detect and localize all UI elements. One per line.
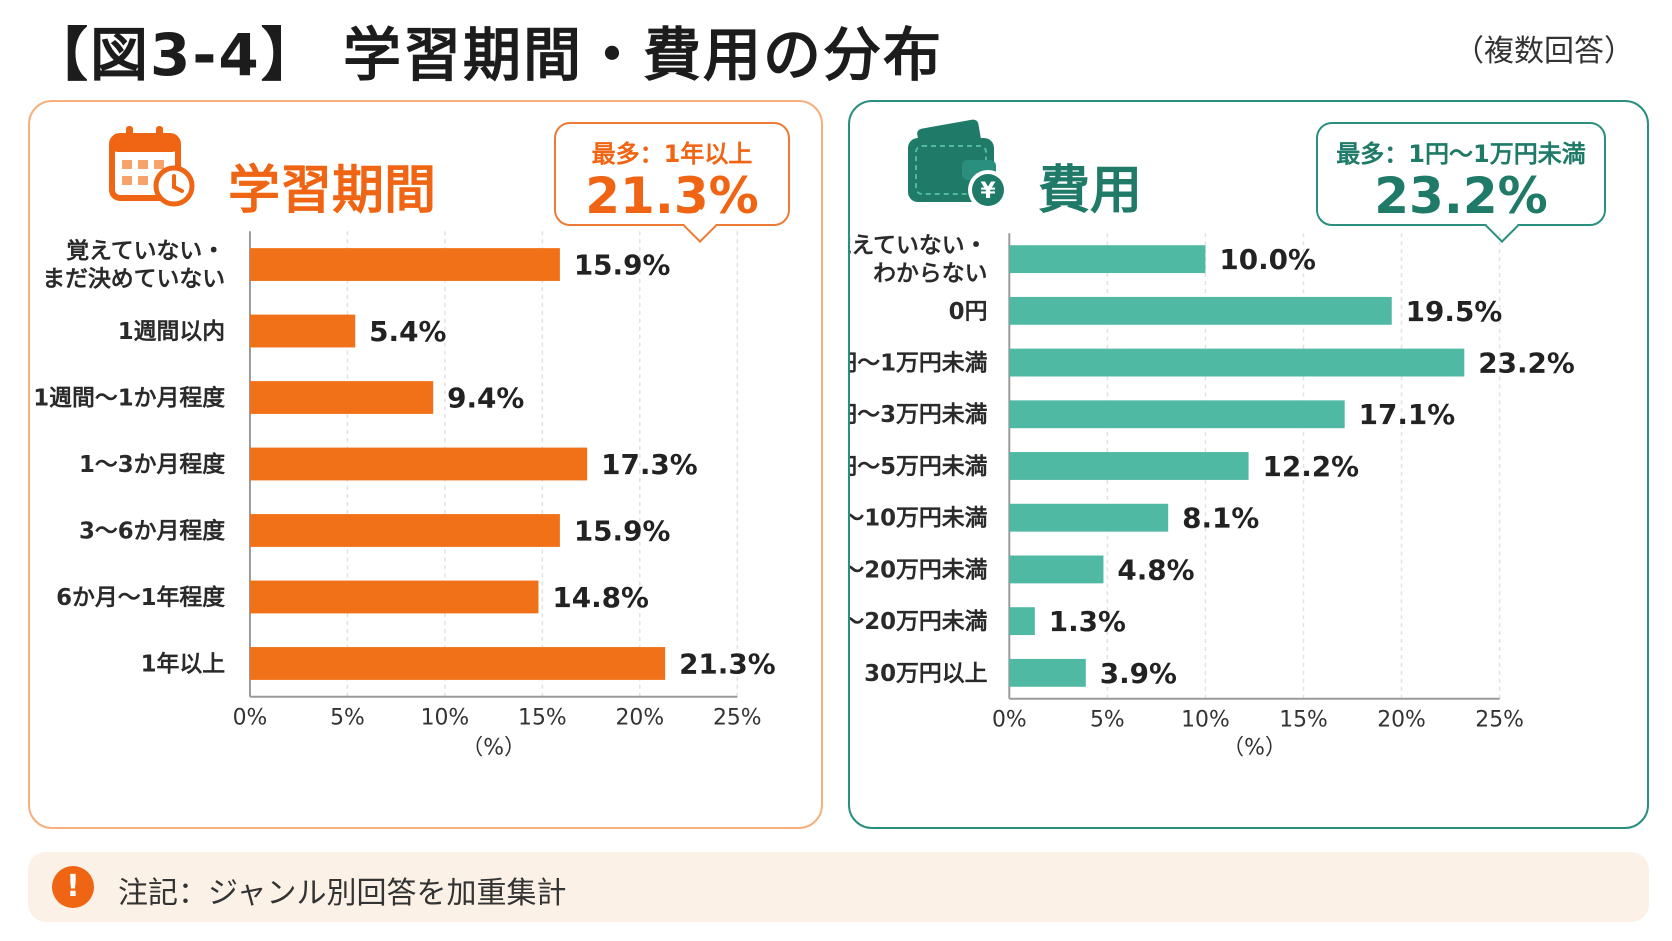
- x-tick-label: 20%: [1377, 708, 1426, 733]
- bar: [1009, 400, 1345, 429]
- category-label: 1円〜1万円未満: [850, 351, 988, 377]
- category-label: 30万円以上: [864, 661, 987, 687]
- bar-value-label: 19.5%: [1406, 295, 1503, 328]
- x-tick-label: 0%: [233, 706, 268, 731]
- learning-period-chart: 0% 5% 10% 15% 20% 25% （%） 15.9% 覚えていない・まだ決めていない 5…: [33, 231, 776, 760]
- bar: [1009, 658, 1086, 687]
- bar: [1009, 452, 1249, 480]
- bar: [1009, 555, 1104, 584]
- bar-value-label: 8.1%: [1182, 502, 1259, 535]
- bar-value-label: 15.9%: [574, 514, 671, 547]
- bar-value-label: 4.8%: [1117, 553, 1194, 586]
- category-label: 1万円〜3万円未満: [850, 402, 988, 428]
- bar-value-label: 5.4%: [369, 315, 446, 348]
- category-label: 0円: [949, 299, 988, 325]
- bar: [249, 447, 588, 481]
- callout-value: 23.2%: [1374, 167, 1548, 225]
- bar-value-label: 17.1%: [1359, 398, 1456, 431]
- x-tick-label: 20%: [616, 706, 665, 731]
- bar: [249, 381, 434, 414]
- multiple-answer-note: （複数回答）: [1454, 34, 1634, 69]
- learning-period-panel: 学習期間 最多：1年以上 21.3% 0% 5% 10% 15% 20% 25% （%） 15…: [28, 100, 823, 829]
- bar-value-label: 12.2%: [1263, 450, 1360, 483]
- bar-value-label: 21.3%: [679, 647, 776, 680]
- calendar-clock-icon: [108, 122, 196, 214]
- exclamation-icon: !: [52, 866, 94, 908]
- category-label: 1週間以内: [118, 319, 225, 345]
- bar-value-label: 17.3%: [601, 448, 698, 481]
- x-tick-label: 15%: [518, 706, 567, 731]
- svg-text:¥: ¥: [980, 179, 996, 204]
- x-tick-label: 10%: [1181, 708, 1230, 733]
- x-tick-label: 5%: [330, 706, 365, 731]
- category-label: 1週間〜1か月程度: [33, 384, 225, 411]
- bar: [249, 248, 560, 281]
- category-label: 覚えていない・: [850, 233, 987, 259]
- x-tick-label: 5%: [1090, 708, 1125, 733]
- bar: [1009, 503, 1169, 532]
- bar-value-label: 3.9%: [1100, 657, 1177, 690]
- category-label: 20万円〜20万円未満: [850, 609, 988, 635]
- category-label: 覚えていない・: [66, 239, 225, 265]
- cost-title: 費用: [1038, 161, 1143, 221]
- callout-value: 21.3%: [585, 167, 759, 225]
- cost-callout: 最多：1円〜1万円未満 23.2%: [1316, 122, 1606, 243]
- category-label: 1〜3か月程度: [79, 451, 225, 478]
- category-label: 6か月〜1年程度: [56, 584, 225, 611]
- learning-period-title: 学習期間: [228, 161, 437, 221]
- cost-panel: ¥ 費用 最多：1円〜1万円未満 23.2% 0% 5% 10% 15% 20% 25% （…: [848, 100, 1649, 829]
- callout-label: 最多：1円〜1万円未満: [1336, 140, 1586, 168]
- bar-value-label: 14.8%: [552, 581, 649, 614]
- category-label: わからない: [873, 261, 987, 287]
- category-label: 5万円〜10万円未満: [850, 506, 988, 532]
- bar: [1009, 245, 1206, 274]
- bar: [1009, 296, 1392, 325]
- callout-label: 最多：1年以上: [591, 140, 753, 168]
- bar-value-label: 23.2%: [1478, 347, 1575, 380]
- bar-value-label: 9.4%: [447, 381, 524, 414]
- category-label: 10万円〜20万円未満: [850, 557, 988, 583]
- bar-value-label: 1.3%: [1049, 605, 1126, 638]
- learning-period-callout: 最多：1年以上 21.3%: [554, 122, 790, 243]
- x-tick-label: 25%: [713, 706, 762, 731]
- bar: [1009, 607, 1035, 636]
- bar-value-label: 15.9%: [574, 248, 671, 281]
- bar: [249, 314, 356, 348]
- page-title: 【図3-4】 学習期間・費用の分布: [30, 21, 943, 89]
- category-label: まだ決めていない: [42, 266, 225, 292]
- bar: [1009, 348, 1465, 377]
- wallet-yen-icon: ¥: [904, 116, 1014, 220]
- footnote-text: 注記：ジャンル別回答を加重集計: [118, 876, 567, 911]
- x-axis-unit: （%）: [1222, 735, 1287, 760]
- category-label: 3万円〜5万円未満: [850, 454, 988, 480]
- category-label: 3〜6か月程度: [79, 517, 225, 544]
- x-tick-label: 25%: [1475, 708, 1524, 733]
- bar: [249, 580, 539, 614]
- footnote: ! 注記：ジャンル別回答を加重集計: [28, 852, 1649, 922]
- bar: [249, 647, 666, 680]
- cost-chart: 0% 5% 10% 15% 20% 25% （%） 10.0% 覚えていない・わからない 19.5…: [850, 233, 1575, 760]
- x-tick-label: 10%: [421, 706, 470, 731]
- category-label: 1年以上: [141, 650, 226, 677]
- x-tick-label: 0%: [992, 708, 1027, 733]
- x-axis-unit: （%）: [461, 735, 526, 760]
- x-tick-label: 15%: [1279, 708, 1328, 733]
- bar: [249, 514, 560, 547]
- bar-value-label: 10.0%: [1219, 243, 1316, 276]
